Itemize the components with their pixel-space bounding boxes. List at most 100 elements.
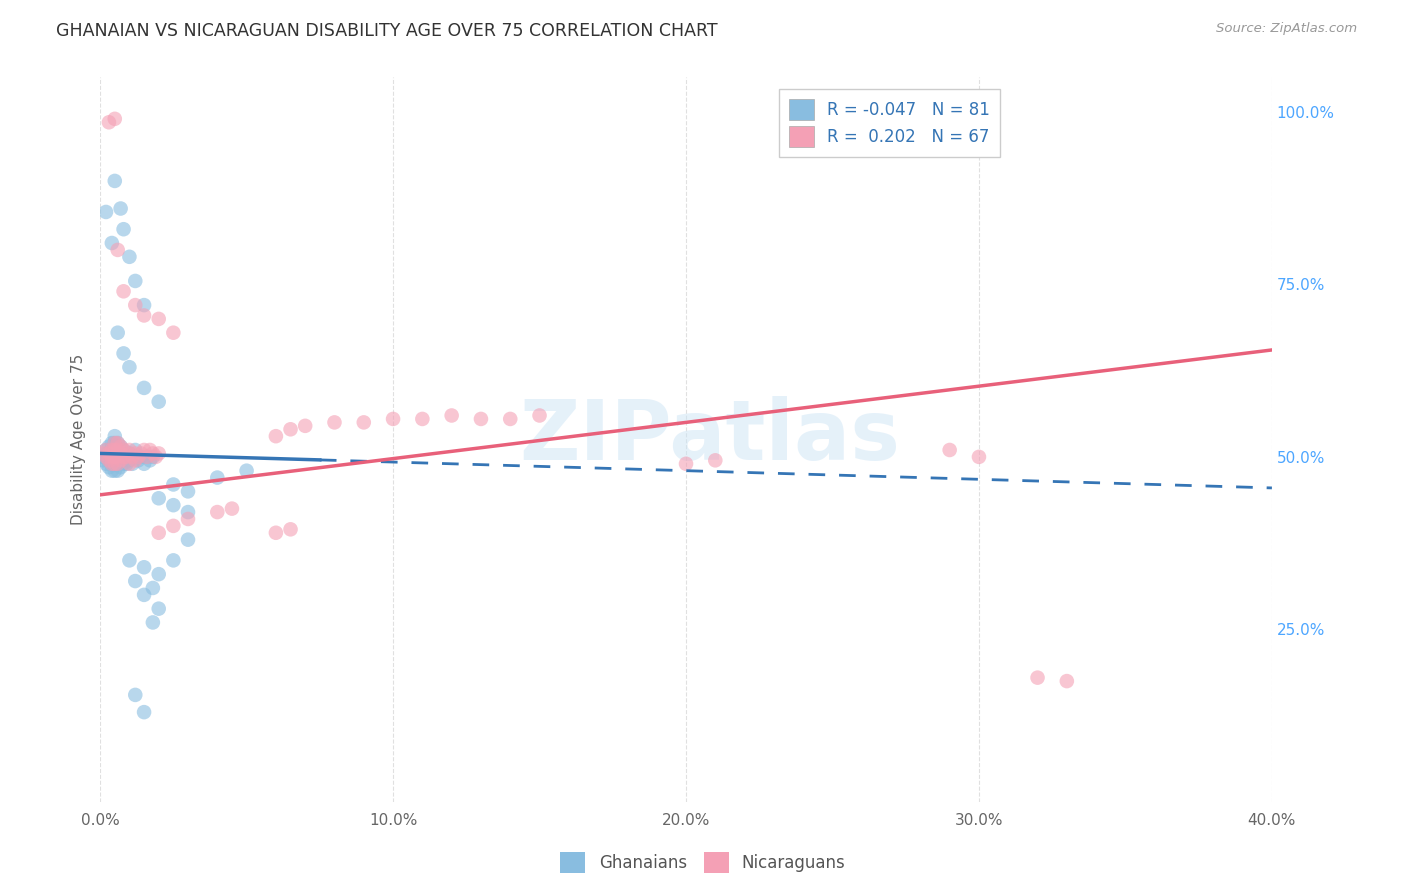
Point: [94, 205, 117, 219]
Point: [107, 442, 129, 457]
Point: [104, 436, 127, 450]
Point: [142, 581, 165, 595]
Point: [107, 457, 129, 471]
Point: [162, 498, 184, 512]
Point: [148, 567, 170, 582]
Point: [148, 491, 170, 506]
Point: [529, 409, 551, 423]
Point: [127, 450, 149, 464]
Point: [162, 477, 184, 491]
Point: [101, 457, 124, 471]
Point: [107, 243, 129, 257]
Point: [132, 309, 155, 323]
Point: [704, 453, 727, 467]
Point: [104, 453, 127, 467]
Point: [280, 522, 302, 536]
Point: [94, 457, 117, 471]
Point: [101, 235, 124, 250]
Point: [97, 450, 120, 464]
Point: [112, 346, 135, 360]
Point: [101, 464, 124, 478]
Point: [112, 442, 135, 457]
Point: [148, 394, 170, 409]
Point: [129, 450, 152, 464]
Point: [124, 446, 146, 460]
Point: [97, 453, 120, 467]
Point: [118, 360, 141, 375]
Point: [112, 457, 135, 471]
Point: [107, 436, 129, 450]
Point: [104, 450, 127, 464]
Point: [129, 446, 152, 460]
Point: [110, 446, 132, 460]
Point: [132, 588, 155, 602]
Point: [94, 442, 117, 457]
Point: [139, 442, 162, 457]
Point: [148, 525, 170, 540]
Point: [121, 450, 143, 464]
Point: [264, 429, 287, 443]
Point: [1056, 674, 1078, 689]
Point: [104, 174, 127, 188]
Point: [107, 450, 129, 464]
Point: [411, 412, 433, 426]
Point: [353, 416, 375, 430]
Point: [91, 446, 114, 460]
Point: [118, 446, 141, 460]
Point: [110, 446, 132, 460]
Point: [112, 285, 135, 299]
Point: [104, 436, 127, 450]
Point: [124, 688, 146, 702]
Point: [107, 464, 129, 478]
Point: [124, 274, 146, 288]
Point: [148, 601, 170, 615]
Point: [97, 446, 120, 460]
Point: [177, 505, 200, 519]
Point: [101, 442, 124, 457]
Legend: Ghanaians, Nicaraguans: Ghanaians, Nicaraguans: [554, 846, 852, 880]
Point: [104, 112, 127, 126]
Point: [124, 574, 146, 588]
Point: [132, 457, 155, 471]
Point: [101, 436, 124, 450]
Text: ZIPatlas: ZIPatlas: [519, 395, 900, 476]
Point: [104, 464, 127, 478]
Point: [132, 442, 155, 457]
Point: [440, 409, 463, 423]
Point: [207, 470, 229, 484]
Point: [121, 450, 143, 464]
Point: [124, 298, 146, 312]
Point: [499, 412, 522, 426]
Point: [104, 457, 127, 471]
Point: [124, 442, 146, 457]
Point: [104, 429, 127, 443]
Point: [162, 519, 184, 533]
Point: [142, 450, 165, 464]
Y-axis label: Disability Age Over 75: Disability Age Over 75: [72, 354, 86, 525]
Point: [132, 705, 155, 719]
Point: [142, 615, 165, 630]
Point: [107, 450, 129, 464]
Point: [124, 450, 146, 464]
Point: [94, 442, 117, 457]
Point: [132, 381, 155, 395]
Point: [101, 457, 124, 471]
Point: [121, 457, 143, 471]
Point: [938, 442, 960, 457]
Point: [124, 453, 146, 467]
Point: [118, 453, 141, 467]
Point: [207, 505, 229, 519]
Point: [148, 446, 170, 460]
Point: [97, 460, 120, 475]
Point: [110, 202, 132, 216]
Point: [94, 446, 117, 460]
Point: [145, 450, 167, 464]
Point: [91, 453, 114, 467]
Point: [162, 553, 184, 567]
Point: [470, 412, 492, 426]
Point: [110, 440, 132, 454]
Point: [91, 450, 114, 464]
Point: [221, 501, 243, 516]
Point: [118, 250, 141, 264]
Point: [107, 442, 129, 457]
